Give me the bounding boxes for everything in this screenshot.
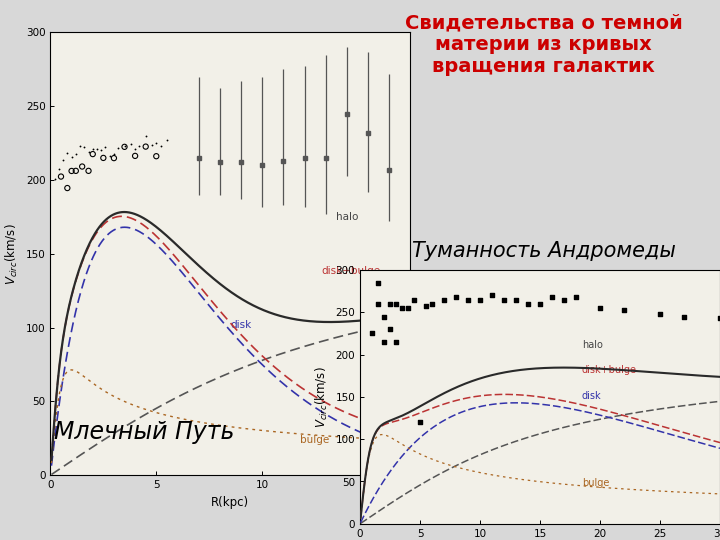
Point [161, 136, 173, 145]
Point [522, 300, 534, 308]
Point [125, 139, 137, 148]
Point [570, 293, 582, 301]
Y-axis label: $V_{circ}$(km/s): $V_{circ}$(km/s) [314, 366, 330, 428]
Text: disk+bulge: disk+bulge [321, 266, 381, 276]
Point [96, 146, 107, 154]
Point [112, 144, 124, 152]
Point [91, 145, 103, 153]
Point [119, 142, 130, 151]
Y-axis label: $V_{circ}$(km/s): $V_{circ}$(km/s) [4, 223, 20, 285]
Point [130, 152, 141, 160]
Point [396, 303, 408, 312]
Point [498, 295, 510, 304]
Point [486, 291, 498, 300]
Point [414, 418, 426, 427]
Point [150, 139, 162, 147]
Text: halo: halo [582, 340, 603, 350]
Text: disk: disk [582, 392, 602, 401]
Point [140, 132, 151, 140]
Point [450, 293, 462, 301]
Point [99, 143, 111, 151]
Point [62, 149, 73, 158]
Text: Туманность Андромеды: Туманность Андромеды [412, 241, 675, 261]
Point [654, 309, 666, 318]
Point [83, 166, 94, 175]
Point [155, 141, 166, 150]
Point [146, 141, 158, 150]
Point [87, 145, 99, 153]
Point [83, 147, 94, 156]
Point [714, 314, 720, 322]
Point [372, 300, 384, 308]
Point [378, 312, 390, 321]
Point [378, 338, 390, 346]
Point [74, 141, 86, 150]
Point [119, 143, 130, 151]
Point [558, 295, 570, 304]
Point [384, 325, 396, 334]
Point [366, 329, 378, 338]
Point [70, 166, 81, 175]
Point [76, 162, 88, 171]
Point [108, 150, 120, 158]
Point [546, 293, 558, 301]
Text: bulge: bulge [300, 435, 330, 445]
Text: bulge: bulge [582, 478, 609, 488]
Point [87, 150, 99, 158]
Point [594, 303, 606, 312]
Point [49, 174, 60, 183]
Point [58, 156, 69, 165]
Point [98, 153, 109, 162]
Point [474, 295, 486, 304]
X-axis label: R(kpc): R(kpc) [212, 496, 249, 509]
Text: Млечный Путь: Млечный Путь [54, 420, 234, 444]
Point [78, 143, 90, 151]
Point [438, 295, 450, 304]
Point [390, 338, 402, 346]
Point [53, 164, 65, 173]
Point [130, 144, 141, 153]
Point [408, 295, 420, 304]
Point [420, 301, 432, 310]
Text: halo: halo [336, 212, 359, 222]
Point [462, 295, 474, 304]
Point [534, 300, 546, 308]
Point [108, 154, 120, 163]
Text: Свидетельства о темной
материи из кривых
вращения галактик: Свидетельства о темной материи из кривых… [405, 14, 683, 77]
Point [140, 142, 151, 151]
Point [104, 152, 115, 160]
Point [510, 295, 522, 304]
Point [372, 279, 384, 287]
Point [150, 152, 162, 160]
Point [66, 167, 77, 176]
Text: disk: disk [230, 320, 252, 329]
Point [66, 153, 77, 161]
Text: disk+bulge: disk+bulge [582, 365, 637, 375]
Point [390, 300, 402, 308]
Point [70, 150, 81, 158]
Point [55, 172, 67, 181]
Point [426, 300, 438, 308]
Point [402, 303, 414, 312]
Point [134, 141, 145, 150]
Point [678, 312, 690, 321]
Point [618, 306, 630, 314]
Point [384, 300, 396, 308]
Point [62, 184, 73, 192]
